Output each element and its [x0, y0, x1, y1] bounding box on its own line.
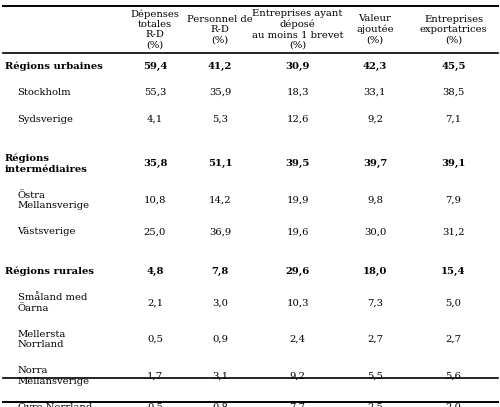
- Text: 5,6: 5,6: [446, 372, 462, 381]
- Text: Régions urbaines: Régions urbaines: [5, 61, 103, 71]
- Text: 4,8: 4,8: [146, 267, 164, 276]
- Text: Régions
intermédiaires: Régions intermédiaires: [5, 154, 88, 173]
- Text: Övre Norrland: Övre Norrland: [18, 403, 92, 407]
- Text: 2,0: 2,0: [446, 403, 462, 407]
- Text: 18,0: 18,0: [363, 267, 387, 276]
- Text: 0,9: 0,9: [212, 335, 228, 344]
- Text: 39,5: 39,5: [286, 159, 310, 168]
- Text: 19,6: 19,6: [286, 227, 308, 236]
- Text: Régions rurales: Régions rurales: [5, 267, 94, 276]
- Text: 30,0: 30,0: [364, 227, 386, 236]
- Text: Valeur
ajoutée
(%): Valeur ajoutée (%): [356, 14, 394, 45]
- Text: Småland med
Öarna: Småland med Öarna: [18, 293, 87, 313]
- Text: 18,3: 18,3: [286, 88, 309, 97]
- Text: 59,4: 59,4: [143, 61, 167, 71]
- Text: 4,1: 4,1: [147, 114, 163, 124]
- Text: 7,9: 7,9: [446, 196, 462, 205]
- Text: 39,1: 39,1: [442, 159, 466, 168]
- Text: 42,3: 42,3: [363, 61, 387, 71]
- Text: 5,5: 5,5: [367, 372, 383, 381]
- Text: 29,6: 29,6: [286, 267, 310, 276]
- Text: Mellersta
Norrland: Mellersta Norrland: [18, 330, 66, 349]
- Text: 3,0: 3,0: [212, 298, 228, 307]
- Text: 25,0: 25,0: [144, 227, 166, 236]
- Text: Dépenses
totales
R-D
(%): Dépenses totales R-D (%): [130, 9, 180, 50]
- Text: 35,9: 35,9: [209, 88, 231, 97]
- Text: 55,3: 55,3: [144, 88, 166, 97]
- Text: 7,8: 7,8: [212, 267, 228, 276]
- Text: Entreprises ayant
déposé
au moins 1 brevet
(%): Entreprises ayant déposé au moins 1 brev…: [252, 9, 343, 50]
- Text: Personnel de
R-D
(%): Personnel de R-D (%): [187, 15, 253, 44]
- Text: 14,2: 14,2: [208, 196, 232, 205]
- Text: 10,3: 10,3: [286, 298, 309, 307]
- Text: 31,2: 31,2: [442, 227, 465, 236]
- Text: 2,7: 2,7: [367, 335, 383, 344]
- Text: 2,7: 2,7: [446, 335, 462, 344]
- Text: 7,1: 7,1: [446, 114, 462, 124]
- Text: 9,2: 9,2: [290, 372, 306, 381]
- Text: Östra
Mellansverige: Östra Mellansverige: [18, 190, 90, 210]
- Text: 19,9: 19,9: [286, 196, 309, 205]
- Text: 0,5: 0,5: [147, 403, 163, 407]
- Text: 33,1: 33,1: [364, 88, 386, 97]
- Text: 51,1: 51,1: [208, 159, 232, 168]
- Text: 30,9: 30,9: [286, 61, 310, 71]
- Text: Stockholm: Stockholm: [18, 88, 71, 97]
- Text: Västsverige: Västsverige: [18, 227, 76, 236]
- Text: 2,5: 2,5: [367, 403, 383, 407]
- Text: 39,7: 39,7: [363, 159, 387, 168]
- Text: 9,2: 9,2: [367, 114, 383, 124]
- Text: 45,5: 45,5: [442, 61, 466, 71]
- Text: Entreprises
exportatrices
(%): Entreprises exportatrices (%): [420, 15, 488, 44]
- Text: 35,8: 35,8: [143, 159, 167, 168]
- Text: 0,8: 0,8: [212, 403, 228, 407]
- Text: Norra
Mellansverige: Norra Mellansverige: [18, 366, 90, 386]
- Text: Sydsverige: Sydsverige: [18, 114, 74, 124]
- Text: 15,4: 15,4: [442, 267, 466, 276]
- Text: 36,9: 36,9: [209, 227, 231, 236]
- Text: 5,0: 5,0: [446, 298, 462, 307]
- Text: 12,6: 12,6: [286, 114, 308, 124]
- Text: 2,4: 2,4: [290, 335, 306, 344]
- Text: 7,7: 7,7: [290, 403, 306, 407]
- Text: 0,5: 0,5: [147, 335, 163, 344]
- Text: 5,3: 5,3: [212, 114, 228, 124]
- Text: 1,7: 1,7: [147, 372, 163, 381]
- Text: 7,3: 7,3: [367, 298, 383, 307]
- Text: 41,2: 41,2: [208, 61, 232, 71]
- Text: 10,8: 10,8: [144, 196, 166, 205]
- Text: 9,8: 9,8: [367, 196, 383, 205]
- Text: 2,1: 2,1: [147, 298, 163, 307]
- Text: 3,1: 3,1: [212, 372, 228, 381]
- Text: 38,5: 38,5: [442, 88, 464, 97]
